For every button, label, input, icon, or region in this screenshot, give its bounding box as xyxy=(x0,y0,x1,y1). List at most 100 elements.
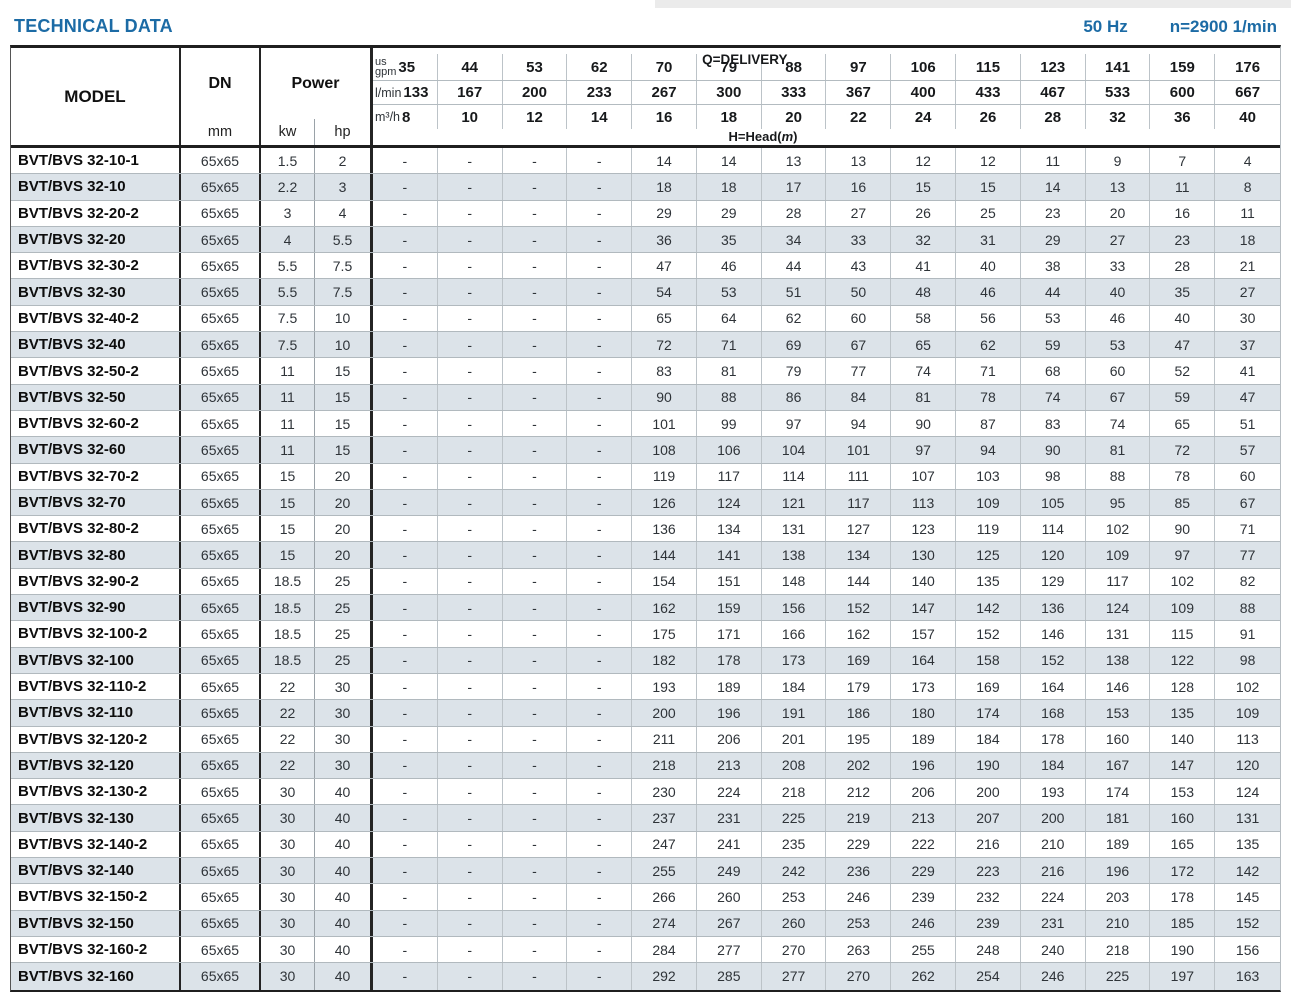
head-cell: 182 xyxy=(632,647,697,673)
kw-cell: 15 xyxy=(261,542,315,568)
kw-cell: 15 xyxy=(261,489,315,516)
head-cell: - xyxy=(373,910,438,936)
head-cell: - xyxy=(373,279,438,305)
hp-cell: 4 xyxy=(315,200,373,226)
delivery-header-value: 40 xyxy=(1239,108,1256,126)
head-cell: - xyxy=(567,226,633,253)
head-cell: - xyxy=(567,647,633,673)
table-header: MODEL DN mm Power kw hp Q=DELIVERY us gpm… xyxy=(11,48,1280,148)
model-cell: BVT/BVS 32-100 xyxy=(11,647,181,673)
kw-cell: 30 xyxy=(261,779,315,805)
hp-cell: 15 xyxy=(315,410,373,437)
head-cell: 247 xyxy=(632,831,697,858)
head-cell: 99 xyxy=(697,410,762,437)
dn-cell: 65x65 xyxy=(181,963,261,990)
head-cell: 59 xyxy=(1150,384,1216,410)
head-cell: 15 xyxy=(956,174,1021,200)
head-cell: - xyxy=(503,805,568,831)
head-cell: 13 xyxy=(826,148,892,174)
head-cell: 207 xyxy=(956,805,1021,831)
head-cell: - xyxy=(438,858,503,884)
head-cell: 72 xyxy=(1150,437,1216,463)
kw-cell: 30 xyxy=(261,963,315,990)
head-cell: 267 xyxy=(697,910,762,936)
head-cell: 210 xyxy=(1086,910,1151,936)
head-cell: 270 xyxy=(762,936,827,963)
head-cell: 169 xyxy=(956,673,1021,700)
head-cell: - xyxy=(567,673,633,700)
hp-cell: 7.5 xyxy=(315,253,373,279)
model-cell: BVT/BVS 32-50-2 xyxy=(11,358,181,384)
head-cell: 72 xyxy=(632,332,697,358)
delivery-unit-cell: 16 xyxy=(632,105,697,129)
head-cell: 65 xyxy=(632,305,697,332)
head-cell: 127 xyxy=(826,516,892,542)
head-cell: 117 xyxy=(697,463,762,489)
delivery-unit-cell: 36 xyxy=(1150,105,1216,129)
table-row: BVT/BVS 32-150-2 65x65 30 40- - - -266 260 253 24… xyxy=(11,884,1280,911)
head-cell: 285 xyxy=(697,963,762,990)
delivery-header-value: 433 xyxy=(975,84,1001,101)
head-cell: 224 xyxy=(1021,884,1086,910)
delivery-header-value: 8 xyxy=(402,108,411,126)
head-cell: 34 xyxy=(762,226,827,253)
head-cell: 102 xyxy=(1086,516,1151,542)
head-cell: 206 xyxy=(697,726,762,752)
head-cell: - xyxy=(438,410,503,437)
kw-cell: 18.5 xyxy=(261,595,315,621)
head-cell: 117 xyxy=(1086,568,1151,595)
kw-cell: 22 xyxy=(261,673,315,700)
delivery-unit-cell: 159 xyxy=(1150,54,1216,80)
head-cell: - xyxy=(567,463,633,489)
delivery-header-value: 159 xyxy=(1169,58,1195,76)
head-cell: - xyxy=(373,463,438,489)
head-cell: 236 xyxy=(826,858,892,884)
head-cell: - xyxy=(438,253,503,279)
head-cell: - xyxy=(373,779,438,805)
head-cell: 26 xyxy=(891,200,957,226)
delivery-unit-cell: 26 xyxy=(956,105,1021,129)
head-cell: 114 xyxy=(762,463,827,489)
head-cell: 4 xyxy=(1243,152,1252,169)
head-cell: 101 xyxy=(632,410,697,437)
dn-cell: 65x65 xyxy=(181,726,261,752)
head-cell: 239 xyxy=(891,884,957,910)
head-cell: - xyxy=(567,621,633,647)
model-cell: BVT/BVS 32-90-2 xyxy=(11,568,181,595)
head-cell: 152 xyxy=(826,595,892,621)
head-cell: - xyxy=(373,437,438,463)
head-cell: 37 xyxy=(1239,336,1256,353)
delivery-unit-cell: 20 xyxy=(762,105,827,129)
head-cell: 14 xyxy=(697,148,762,174)
head-cell: 50 xyxy=(826,279,892,305)
delivery-unit-cell: 233 xyxy=(567,81,633,104)
kw-cell: 30 xyxy=(261,805,315,831)
head-cell: 88 xyxy=(697,384,762,410)
head-cell: 249 xyxy=(697,858,762,884)
head-cell: 91 xyxy=(1239,625,1256,642)
delivery-header-value: 667 xyxy=(1235,84,1261,101)
head-cell: 97 xyxy=(891,437,957,463)
head-cell: 81 xyxy=(1086,437,1151,463)
table-row: BVT/BVS 32-40 65x65 7.5 10- - - -72 71 69 67 65 62 5… xyxy=(11,332,1280,359)
head-cell: - xyxy=(567,963,633,990)
head-cell: 158 xyxy=(956,647,1021,673)
head-cell: 51 xyxy=(762,279,827,305)
head-cell: 41 xyxy=(891,253,957,279)
head-cell: 53 xyxy=(1021,305,1086,332)
head-cell: 105 xyxy=(1021,489,1086,516)
model-cell: BVT/BVS 32-60 xyxy=(11,437,181,463)
delivery-unit-cell: 62 xyxy=(567,54,633,80)
model-cell: BVT/BVS 32-50 xyxy=(11,384,181,410)
head-cell: - xyxy=(438,358,503,384)
dn-cell: 65x65 xyxy=(181,226,261,253)
head-cell: 83 xyxy=(632,358,697,384)
delivery-header-value: 36 xyxy=(1173,108,1191,126)
head-cell: 82 xyxy=(1239,573,1256,590)
head-cell: 18 xyxy=(697,174,762,200)
head-cell: 274 xyxy=(632,910,697,936)
delivery-unit-cell: l/min 133 xyxy=(373,81,438,104)
head-cell: 231 xyxy=(1021,910,1086,936)
head-cell: 254 xyxy=(956,963,1021,990)
head-cell: 246 xyxy=(826,884,892,910)
